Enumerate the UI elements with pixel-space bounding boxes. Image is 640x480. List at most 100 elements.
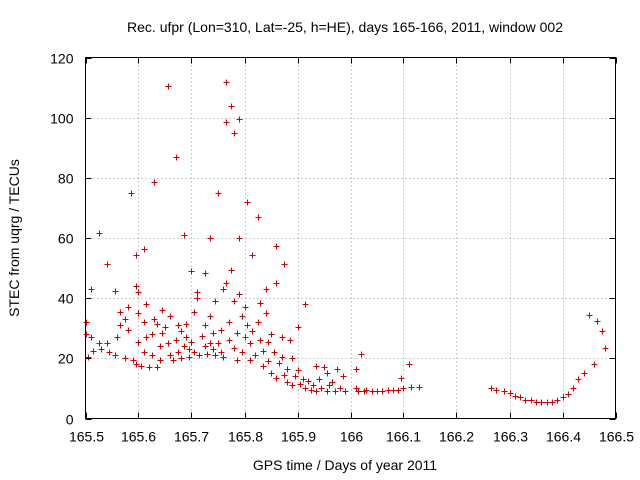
x-tick-label: 166.1 bbox=[386, 429, 421, 445]
data-point bbox=[249, 252, 256, 259]
data-point bbox=[135, 289, 142, 296]
data-point bbox=[602, 345, 609, 352]
x-tick-label: 166.2 bbox=[439, 429, 474, 445]
data-point bbox=[186, 346, 193, 353]
x-axis-label: GPS time / Days of year 2011 bbox=[253, 457, 437, 473]
data-point bbox=[257, 337, 264, 344]
data-point bbox=[210, 330, 217, 337]
data-point bbox=[133, 252, 140, 259]
data-point bbox=[297, 381, 304, 388]
data-point bbox=[183, 321, 190, 328]
data-point bbox=[268, 331, 275, 338]
data-point bbox=[112, 288, 119, 295]
data-point bbox=[295, 324, 302, 331]
data-point bbox=[234, 357, 241, 364]
data-point bbox=[358, 351, 365, 358]
data-point bbox=[324, 388, 331, 395]
data-point bbox=[143, 301, 150, 308]
data-point bbox=[151, 179, 158, 186]
data-point bbox=[234, 330, 241, 337]
data-point bbox=[125, 304, 132, 311]
data-point bbox=[133, 283, 140, 290]
data-point bbox=[244, 322, 251, 329]
data-point bbox=[133, 361, 140, 368]
data-point bbox=[207, 235, 214, 242]
data-point bbox=[395, 387, 402, 394]
data-point bbox=[332, 388, 339, 395]
data-point bbox=[151, 316, 158, 323]
y-tick-label: 80 bbox=[58, 171, 74, 187]
x-tick-label: 166.5 bbox=[599, 429, 634, 445]
data-point bbox=[226, 319, 233, 326]
data-point bbox=[239, 349, 246, 356]
data-point bbox=[218, 349, 225, 356]
data-point bbox=[173, 337, 180, 344]
data-point bbox=[141, 246, 148, 253]
data-point bbox=[281, 261, 288, 268]
data-point bbox=[408, 384, 415, 391]
data-point bbox=[212, 352, 219, 359]
data-point bbox=[138, 363, 145, 370]
data-point bbox=[355, 388, 362, 395]
data-point bbox=[324, 370, 331, 377]
y-tick-label: 120 bbox=[50, 51, 74, 67]
data-point bbox=[175, 322, 182, 329]
data-point bbox=[586, 312, 593, 319]
data-point bbox=[226, 337, 233, 344]
data-point bbox=[302, 385, 309, 392]
data-point bbox=[141, 319, 148, 326]
data-point bbox=[186, 354, 193, 361]
data-point bbox=[308, 387, 315, 394]
data-point bbox=[406, 361, 413, 368]
data-point bbox=[202, 343, 209, 350]
data-point bbox=[565, 391, 572, 398]
data-point bbox=[239, 313, 246, 320]
data-point bbox=[149, 331, 156, 338]
data-point bbox=[178, 355, 185, 362]
data-point bbox=[175, 349, 182, 356]
data-point bbox=[96, 230, 103, 237]
data-point bbox=[321, 364, 328, 371]
data-point bbox=[255, 214, 262, 221]
data-point bbox=[228, 103, 235, 110]
data-point bbox=[162, 324, 169, 331]
data-point bbox=[202, 322, 209, 329]
data-point bbox=[591, 361, 598, 368]
data-point bbox=[416, 384, 423, 391]
x-tick-label: 166 bbox=[340, 429, 364, 445]
data-point bbox=[85, 354, 92, 361]
data-point bbox=[130, 357, 137, 364]
data-point bbox=[560, 394, 567, 401]
data-point bbox=[159, 307, 166, 314]
data-point bbox=[210, 346, 217, 353]
data-point bbox=[284, 366, 291, 373]
data-point bbox=[212, 298, 219, 305]
data-point bbox=[125, 327, 132, 334]
data-point bbox=[255, 319, 262, 326]
data-point bbox=[223, 280, 230, 287]
data-point bbox=[96, 340, 103, 347]
data-point bbox=[181, 232, 188, 239]
data-point bbox=[188, 339, 195, 346]
data-point bbox=[122, 355, 129, 362]
data-point bbox=[194, 295, 201, 302]
data-point bbox=[342, 388, 349, 395]
labels-layer: 165.5 165.6 165.7 165.8 165.9 166 166.1 166.2 16… bbox=[50, 51, 634, 445]
data-point bbox=[260, 363, 267, 370]
data-point bbox=[581, 370, 588, 377]
data-point bbox=[220, 286, 227, 293]
data-point bbox=[292, 373, 299, 380]
data-point bbox=[223, 79, 230, 86]
y-tick-label: 40 bbox=[58, 291, 74, 307]
data-point bbox=[207, 313, 214, 320]
data-point bbox=[228, 267, 235, 274]
data-point bbox=[204, 351, 211, 358]
data-point bbox=[379, 388, 386, 395]
data-point bbox=[181, 343, 188, 350]
data-point bbox=[276, 360, 283, 367]
data-point bbox=[575, 376, 582, 383]
data-point bbox=[167, 352, 174, 359]
data-point bbox=[295, 367, 302, 374]
data-point bbox=[112, 352, 119, 359]
